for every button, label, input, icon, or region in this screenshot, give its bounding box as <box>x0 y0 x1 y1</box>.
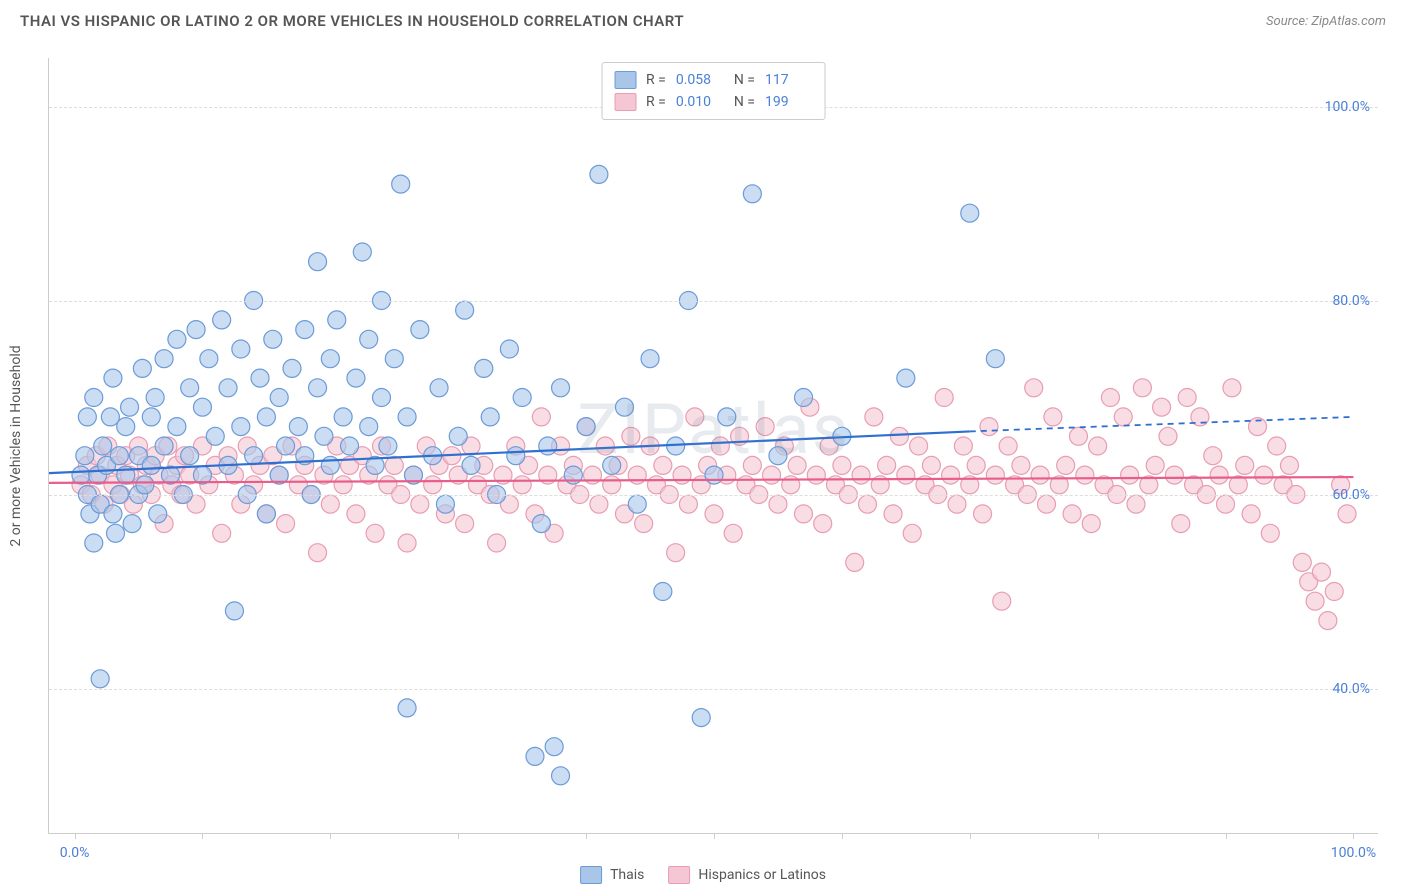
y-tick-label: 100.0% <box>1325 99 1370 115</box>
legend-item-hispanic: Hispanics or Latinos <box>668 866 826 884</box>
n-value-thai: 117 <box>765 72 813 88</box>
swatch-thai-bottom <box>580 866 602 884</box>
legend-label-thai: Thais <box>610 867 644 883</box>
stats-legend: R = 0.058 N = 117 R = 0.010 N = 199 <box>601 62 826 120</box>
chart-title: THAI VS HISPANIC OR LATINO 2 OR MORE VEH… <box>20 12 684 30</box>
stats-legend-row-hispanic: R = 0.010 N = 199 <box>614 91 813 113</box>
r-label: R = <box>646 72 666 88</box>
swatch-hispanic <box>614 93 636 111</box>
r-value-thai: 0.058 <box>676 72 724 88</box>
swatch-hispanic-bottom <box>668 866 690 884</box>
chart-header: THAI VS HISPANIC OR LATINO 2 OR MORE VEH… <box>0 0 1406 38</box>
scatter-chart: ZIPatlas R = 0.058 N = 117 R = 0.010 N =… <box>48 58 1378 834</box>
series-legend: Thais Hispanics or Latinos <box>580 866 826 884</box>
n-label: N = <box>734 72 755 88</box>
y-tick-label: 80.0% <box>1332 293 1370 309</box>
y-axis-title: 2 or more Vehicles in Household <box>8 345 24 546</box>
x-tick-label: 0.0% <box>60 845 90 861</box>
legend-item-thai: Thais <box>580 866 644 884</box>
x-tick-label: 100.0% <box>1331 845 1376 861</box>
stats-legend-row-thai: R = 0.058 N = 117 <box>614 69 813 91</box>
r-label: R = <box>646 94 666 110</box>
plot-svg <box>49 58 1378 833</box>
source-label: Source: ZipAtlas.com <box>1266 14 1386 29</box>
r-value-hispanic: 0.010 <box>676 94 724 110</box>
n-value-hispanic: 199 <box>765 94 813 110</box>
legend-label-hispanic: Hispanics or Latinos <box>698 867 826 883</box>
y-tick-label: 60.0% <box>1332 487 1370 503</box>
swatch-thai <box>614 71 636 89</box>
y-tick-label: 40.0% <box>1332 681 1370 697</box>
n-label: N = <box>734 94 755 110</box>
